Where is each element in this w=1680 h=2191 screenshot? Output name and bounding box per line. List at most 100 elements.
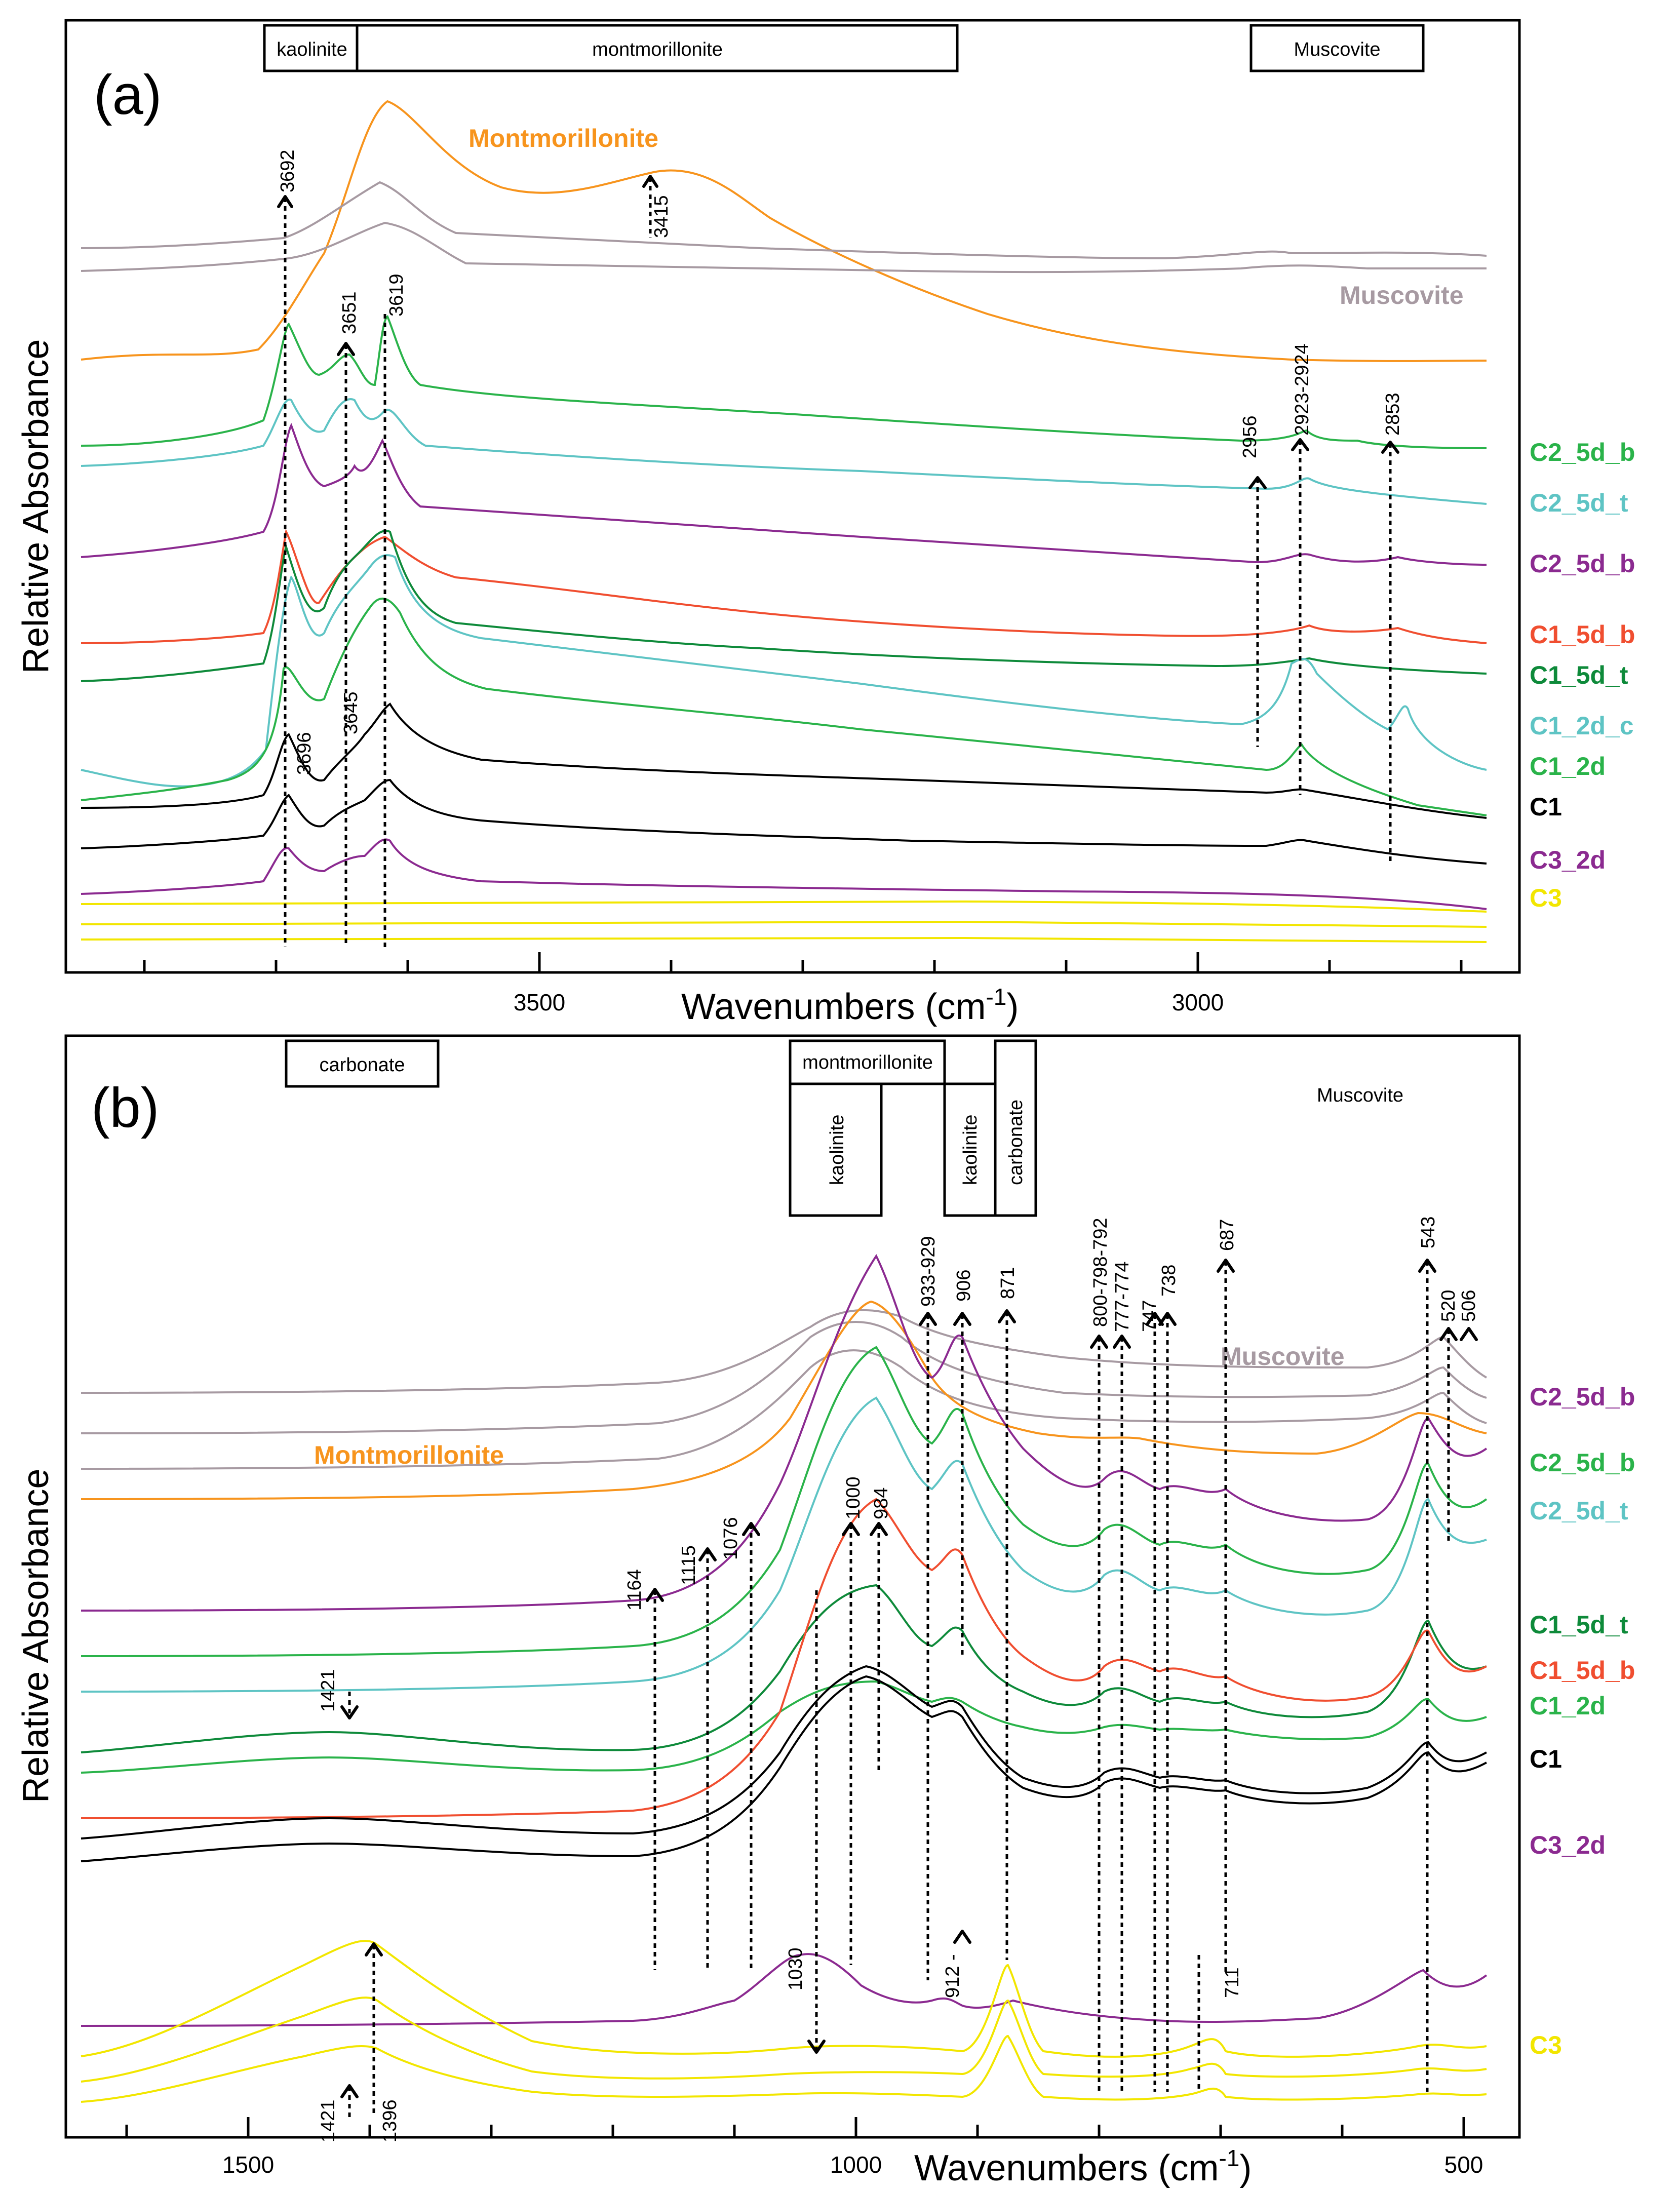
tick-label-3000: 3000 (1172, 989, 1224, 1015)
legend-b-c1-2d: C1_2d (1530, 1692, 1606, 1720)
panel-a: (a) kaolinite montmorillonite Muscovite (16, 19, 1635, 1027)
peak-lines-a (284, 177, 1392, 947)
peak-label-738: 738 (1158, 1265, 1180, 1297)
band-label-carbonate-b2: carbonate (1005, 1100, 1027, 1185)
peak-label-984: 984 (871, 1488, 892, 1519)
spectrum-b-c1-black-2 (81, 1675, 1487, 1862)
inline-label-b-montmorillonite: Montmorillonite (314, 1441, 504, 1469)
spectrum-b-c1-5d-b (81, 1498, 1487, 1819)
legend-b-c1-5d-t: C1_5d_t (1530, 1611, 1628, 1639)
peak-label-520: 520 (1438, 1290, 1459, 1322)
peak-label-800-798-792: 800-798-792 (1090, 1218, 1111, 1327)
peak-label-1115: 1115 (678, 1545, 699, 1585)
spectrum-b-c1-5d-t (81, 1584, 1487, 1753)
peak-label-687: 687 (1217, 1219, 1238, 1251)
inline-label-montmorillonite: Montmorillonite (468, 124, 658, 152)
peak-label-912: 912 - (942, 1954, 963, 1998)
spectrum-b-muscovite-1 (81, 1309, 1487, 1394)
legend-a: C2_5d_b C2_5d_t C2_5d_b C1_5d_b C1_5d_t … (1530, 438, 1635, 912)
band-box-carbonate-b2 (994, 1039, 1037, 1217)
peak-arrows-a (277, 175, 1399, 489)
panel-b-label: (b) (91, 1077, 159, 1139)
peak-label-3651: 3651 (339, 291, 360, 334)
legend-b-c3-2d: C3_2d (1530, 1831, 1606, 1859)
peak-label-543: 543 (1418, 1217, 1439, 1248)
band-label-kaolinite-b2: kaolinite (960, 1115, 981, 1185)
ticks-b (125, 2117, 1465, 2137)
legend-a-c2-5d-b-green: C2_5d_b (1530, 438, 1635, 466)
spectrum-c3-1 (81, 900, 1487, 913)
tick-label-3500: 3500 (514, 989, 565, 1015)
y-axis-title-b: Relative Absorbance (16, 1469, 56, 1803)
spectrum-b-c2-5d-t (81, 1396, 1487, 1693)
spectrum-b-c2-5d-b-green (81, 1346, 1488, 1657)
legend-b-c2-5d-b-purple: C2_5d_b (1530, 1383, 1635, 1411)
arrow-3692 (277, 195, 293, 208)
band-box-kaolinite-b1 (789, 1082, 883, 1217)
panel-a-label: (a) (94, 64, 162, 126)
spectrum-b-c3-2 (81, 1997, 1487, 2083)
spectrum-c3-2d (81, 838, 1487, 910)
peak-label-711: 711 (1222, 1967, 1243, 1998)
legend-a-c1: C1 (1530, 793, 1562, 821)
peak-lines-b (348, 1261, 1450, 2117)
legend-a-c3-2d: C3_2d (1530, 846, 1606, 874)
legend-b-c1: C1 (1530, 1745, 1562, 1773)
band-box-kaolinite (263, 24, 361, 72)
spectrum-muscovite-2 (81, 221, 1487, 273)
inline-label-muscovite: Muscovite (1340, 281, 1464, 309)
peak-label-1164: 1164 (624, 1569, 645, 1611)
tick-label-1500: 1500 (222, 2151, 274, 2178)
panel-a-spectra (81, 100, 1487, 943)
panel-b: (b) carbonate montmorillonite kaolinite … (16, 1034, 1635, 2188)
spectrum-b-montmorillonite (81, 1300, 1487, 1500)
peak-label-3692: 3692 (277, 149, 298, 192)
panel-a-frame (64, 19, 1521, 974)
spectrum-c1-black-1 (81, 702, 1487, 819)
peak-label-3415: 3415 (651, 195, 672, 238)
legend-b-c2-5d-t: C2_5d_t (1530, 1497, 1628, 1525)
band-box-montmorillonite (356, 24, 959, 72)
spectrum-c3-3 (81, 936, 1487, 943)
band-label-montmorillonite: montmorillonite (592, 39, 723, 60)
peak-label-1030: 1030 (785, 1947, 806, 1990)
legend-a-c3: C3 (1530, 884, 1562, 912)
band-label-montmorillonite-b: montmorillonite (802, 1052, 933, 1073)
spectrum-b-c1-2d-green (81, 1680, 1487, 1774)
arrow-3415 (642, 175, 658, 188)
panel-b-spectra (81, 1254, 1488, 2103)
legend-a-c1-5d-b: C1_5d_b (1530, 620, 1635, 649)
ticks-a (143, 952, 1463, 972)
spectrum-c1-2d (81, 597, 1487, 816)
spectrum-b-muscovite-3 (81, 1349, 1487, 1470)
spectrum-c1-black-2 (81, 778, 1487, 865)
band-box-carbonate-b (285, 1039, 440, 1088)
peak-label-871: 871 (997, 1267, 1019, 1299)
spectrum-b-c3-3 (81, 2035, 1487, 2103)
spectrum-c3-2 (81, 920, 1487, 928)
x-axis-title-a: Wavenumbers (cm-1) (681, 984, 1019, 1027)
band-label-carbonate-b: carbonate (319, 1054, 405, 1076)
inline-label-b-muscovite: Muscovite (1221, 1342, 1345, 1371)
peak-label-1421-upper: 1421 (318, 1669, 339, 1712)
band-label-kaolinite-b1: kaolinite (827, 1115, 848, 1185)
arrow-2853 (1381, 441, 1399, 454)
peak-label-1396: 1396 (379, 2099, 401, 2142)
peak-label-3696: 3696 (294, 732, 315, 775)
legend-a-c1-2d: C1_2d (1530, 752, 1606, 780)
peak-label-3645: 3645 (340, 691, 362, 734)
arrow-2923 (1291, 438, 1309, 451)
peak-arrows-b (340, 1259, 1478, 2098)
y-axis-title-a: Relative Absorbance (16, 339, 56, 674)
legend-b-c2-5d-b-green: C2_5d_b (1530, 1449, 1635, 1477)
spectrum-b-c3-2d (81, 1953, 1488, 2027)
peak-label-1076: 1076 (720, 1517, 741, 1560)
legend-a-c2-5d-t: C2_5d_t (1530, 489, 1628, 517)
peak-label-1000: 1000 (843, 1476, 864, 1519)
panel-b-frame (64, 1034, 1521, 2139)
legend-a-c1-2d-c: C1_2d_c (1530, 712, 1634, 740)
peak-label-2923-2924: 2923-2924 (1292, 343, 1313, 436)
peak-label-2956: 2956 (1239, 415, 1261, 458)
spectrum-c1-5d-b (81, 528, 1487, 644)
arrow-2956 (1248, 476, 1267, 489)
